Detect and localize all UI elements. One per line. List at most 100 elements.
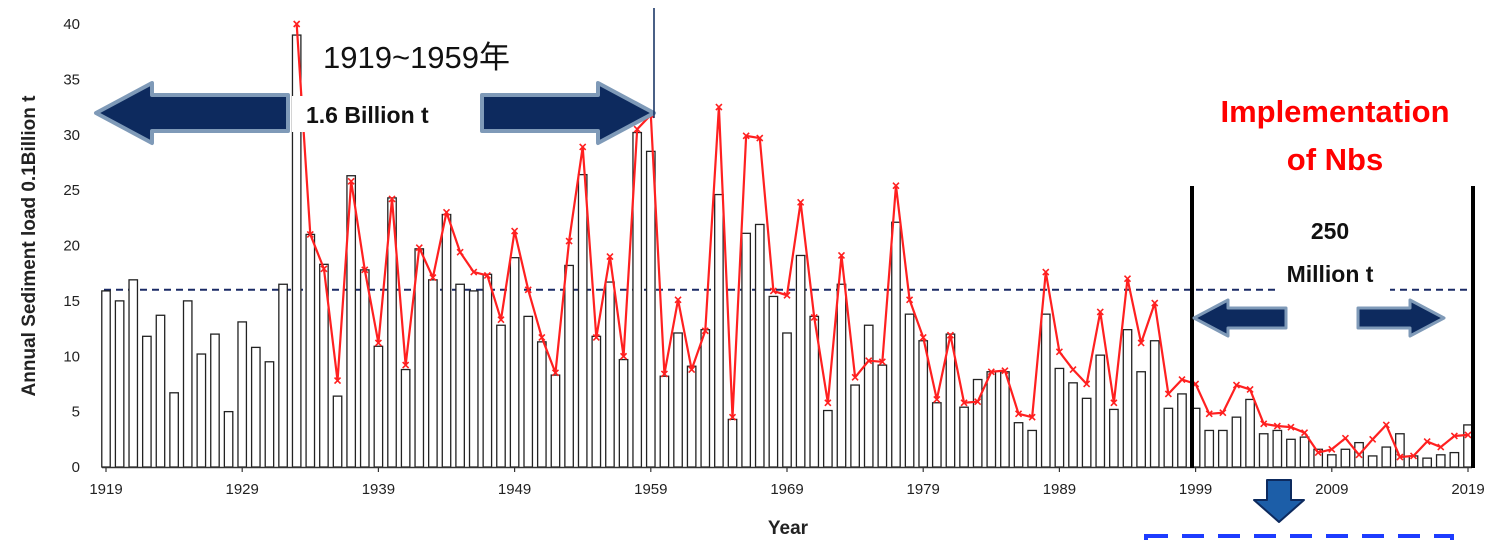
bar — [141, 335, 152, 468]
axes-layer: 0 5 10 15 20 25 30 35 40 1919 1929 1939 1949 1959 1969… — [63, 16, 1484, 498]
line-point — [1069, 365, 1077, 374]
bar — [1000, 371, 1010, 468]
bar — [250, 346, 261, 468]
bar — [196, 353, 207, 468]
bar — [1163, 407, 1174, 468]
line-point — [1164, 390, 1172, 398]
line-point — [701, 327, 709, 335]
bar — [1367, 455, 1378, 468]
dashed-box — [1144, 534, 1454, 542]
bar — [1231, 416, 1242, 468]
y-tick-label: 30 — [63, 127, 80, 144]
bar — [1299, 436, 1310, 468]
line-point — [946, 331, 955, 339]
bar — [741, 232, 752, 468]
line-point — [756, 134, 764, 142]
line-point — [306, 230, 314, 238]
bar — [1381, 446, 1392, 468]
annotations: 1.6 Billion t 1919~1959年 Implementation … — [94, 8, 1475, 542]
line-point — [1232, 381, 1241, 389]
line-point — [974, 398, 982, 406]
line-point — [1341, 434, 1349, 442]
bar — [509, 257, 520, 468]
bar — [155, 314, 166, 468]
bar — [918, 340, 929, 468]
bar — [1258, 433, 1269, 468]
bar — [1326, 454, 1337, 468]
bar — [891, 221, 901, 468]
x-tick-label: 1929 — [226, 481, 259, 498]
bar — [1122, 329, 1133, 468]
bar — [795, 254, 806, 468]
line-point — [1055, 348, 1063, 356]
bar — [673, 332, 683, 468]
bar — [1177, 393, 1187, 468]
line-point — [728, 413, 737, 421]
line-point — [415, 244, 423, 252]
line-point — [837, 251, 846, 260]
line-point — [1137, 339, 1145, 347]
line-point — [1300, 429, 1309, 437]
line-point — [1464, 431, 1472, 439]
bar — [618, 358, 629, 468]
line-point — [1260, 420, 1268, 428]
bar — [1286, 438, 1296, 468]
line-point — [374, 339, 382, 347]
bar — [169, 392, 179, 468]
bar — [1204, 429, 1215, 468]
y-tick-label: 5 — [72, 404, 80, 421]
line-point — [660, 370, 668, 378]
line-point — [1205, 410, 1213, 418]
bar — [863, 324, 874, 468]
line-point — [524, 286, 532, 294]
line-point — [470, 268, 478, 276]
y-tick-label: 35 — [63, 71, 80, 88]
bar — [1095, 354, 1106, 468]
bar — [455, 283, 465, 468]
line-point — [715, 103, 723, 111]
bar — [101, 290, 111, 468]
x-tick-label: 1989 — [1043, 481, 1076, 498]
line-point — [606, 253, 614, 261]
bar — [1109, 408, 1119, 468]
bar — [727, 418, 738, 468]
x-tick-label: 2009 — [1315, 481, 1348, 498]
bar — [1040, 313, 1051, 468]
y-tick-label: 20 — [63, 238, 80, 255]
y-tick-label: 0 — [72, 459, 80, 476]
bar — [1149, 340, 1160, 468]
line-point — [579, 143, 587, 151]
x-tick-label: 1939 — [362, 481, 395, 498]
line-point — [361, 266, 369, 274]
bar — [700, 329, 711, 468]
y-tick-label: 25 — [63, 182, 80, 199]
line-point — [511, 227, 519, 235]
period1-title: 1919~1959年 — [323, 40, 510, 75]
bar — [536, 341, 547, 468]
bar — [210, 333, 220, 468]
period1-left-arrow — [94, 81, 290, 145]
nbs-label-line1: Implementation — [1220, 94, 1449, 129]
line-point — [429, 274, 437, 282]
bar — [591, 335, 602, 468]
line-point — [1178, 375, 1186, 384]
period1-title-bg — [312, 32, 542, 80]
line-point — [1437, 443, 1445, 451]
bar — [659, 375, 670, 468]
line-point — [402, 361, 410, 369]
line-point — [769, 287, 777, 295]
bar — [877, 364, 888, 468]
line-point — [538, 333, 546, 341]
bar — [114, 300, 125, 468]
x-tick-label: 1959 — [634, 481, 667, 498]
bar — [1408, 455, 1419, 468]
line-point — [1314, 449, 1322, 457]
bar — [1027, 429, 1038, 468]
line-point — [933, 395, 941, 404]
bar — [1449, 451, 1460, 468]
line-point — [906, 296, 914, 304]
line-point — [592, 333, 600, 341]
line-point — [824, 399, 832, 407]
line-point — [456, 248, 464, 256]
line-point — [483, 271, 491, 279]
